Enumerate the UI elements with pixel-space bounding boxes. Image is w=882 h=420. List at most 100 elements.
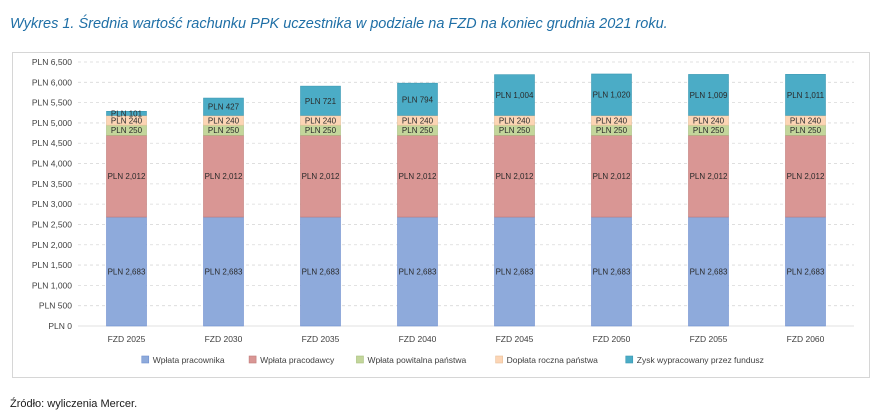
bar-segment [494,74,535,116]
data-label: PLN 721 [305,97,337,106]
x-tick-label: FZD 2060 [787,334,825,344]
y-tick-label: PLN 3,500 [32,179,72,189]
data-label: PLN 1,004 [496,91,534,100]
data-label: PLN 2,683 [690,268,728,277]
legend: Wpłata pracownika Wpłata pracodawcy Wpłata… [141,355,764,365]
data-label: PLN 1,011 [787,91,825,100]
data-label: PLN 250 [693,126,725,135]
y-tick-label: PLN 1,000 [32,280,72,290]
data-label: PLN 2,012 [108,172,146,181]
bar-segment [494,135,535,218]
y-tick-label: PLN 2,500 [32,219,72,229]
y-tick-label: PLN 3,000 [32,199,72,209]
y-tick-label: PLN 5,500 [32,98,72,108]
bar-segment [591,216,632,327]
bars [106,73,826,327]
bar-segment [688,135,729,218]
legend-swatch [495,355,503,364]
data-label: PLN 427 [208,103,240,112]
data-label: PLN 240 [693,116,725,125]
data-label: PLN 2,683 [399,268,437,277]
data-label: PLN 240 [499,116,531,125]
x-tick-label: FZD 2030 [205,334,243,344]
data-label: PLN 2,012 [787,172,825,181]
bar-segment [106,216,147,327]
x-tick-label: FZD 2050 [593,334,631,344]
data-label: PLN 1,020 [593,91,631,100]
bar-segment [785,135,826,218]
data-label: PLN 2,012 [593,172,631,181]
legend-swatch [248,355,257,364]
gridlines [78,61,854,327]
legend-swatch [625,355,634,364]
data-label: PLN 2,012 [496,172,534,181]
legend-swatch [356,355,364,364]
data-label: PLN 2,683 [787,268,825,277]
y-tick-label: PLN 4,000 [32,159,72,169]
x-tick-label: FZD 2035 [302,334,340,344]
data-label: PLN 2,683 [593,268,631,277]
x-tick-label: FZD 2040 [399,334,437,344]
legend-swatch [141,355,150,364]
source-note: Źródło: wyliczenia Mercer. [10,398,138,410]
data-label: PLN 250 [596,126,628,135]
data-label: PLN 2,683 [302,268,340,277]
y-tick-label: PLN 6,500 [32,57,72,67]
y-tick-label: PLN 1,500 [32,260,72,270]
data-label: PLN 250 [790,126,822,135]
stacked-bar-chart: PLN 0 PLN 500 PLN 1,000 PLN 1,500 PLN 2,000 P… [32,57,854,365]
x-tick-label: FZD 2045 [496,334,534,344]
legend-label: Zysk wypracowany przez fundusz [637,355,764,365]
data-label: PLN 240 [790,116,822,125]
data-label: PLN 2,683 [108,268,146,277]
data-label: PLN 240 [208,116,240,125]
data-label: PLN 240 [305,116,337,125]
data-label: PLN 794 [402,95,434,104]
bar-segment [300,85,341,116]
legend-label: Wpłata pracodawcy [260,355,335,365]
bar-segment [106,111,147,116]
bar-segment [397,216,438,327]
x-axis-categories: FZD 2025 FZD 2030 FZD 2035 FZD 2040 FZD 2045… [108,334,825,344]
legend-label: Wpłata powitalna państwa [367,355,466,365]
bar-segment [300,135,341,218]
data-label: PLN 250 [402,126,434,135]
data-label: PLN 101 [111,109,143,118]
y-axis-ticks: PLN 0 PLN 500 PLN 1,000 PLN 1,500 PLN 2,000 P… [32,57,72,331]
y-tick-label: PLN 500 [39,301,72,311]
data-label: PLN 240 [402,116,434,125]
bar-segment [203,97,244,116]
x-tick-label: FZD 2025 [108,334,146,344]
data-label: PLN 2,012 [690,172,728,181]
bar-segment [688,74,729,116]
legend-label: Wpłata pracownika [153,355,225,365]
bar-segment [494,216,535,327]
data-label: PLN 250 [111,126,143,135]
bar-segment [397,82,438,116]
bar-segment [203,135,244,218]
data-label: PLN 2,012 [399,172,437,181]
y-tick-label: PLN 2,000 [32,240,72,250]
y-tick-label: PLN 5,000 [32,118,72,128]
data-label: PLN 250 [499,126,531,135]
data-label: PLN 250 [305,126,337,135]
y-tick-label: PLN 0 [48,321,72,331]
y-tick-label: PLN 6,000 [32,77,72,87]
data-label: PLN 2,012 [302,172,340,181]
data-label: PLN 250 [208,126,240,135]
data-label: PLN 1,009 [690,91,728,100]
x-tick-label: FZD 2055 [690,334,728,344]
legend-label: Dopłata roczna państwa [507,355,598,365]
bar-segment [397,135,438,218]
data-label: PLN 2,683 [205,268,243,277]
chart-title: Wykres 1. Średnia wartość rachunku PPK u… [10,16,668,32]
data-label: PLN 2,683 [496,268,534,277]
bar-segment [591,73,632,116]
y-tick-label: PLN 4,500 [32,138,72,148]
bar-segment [591,135,632,218]
data-label: PLN 240 [596,116,628,125]
bar-segment [785,74,826,116]
data-label: PLN 240 [111,116,143,125]
data-label: PLN 2,012 [205,172,243,181]
